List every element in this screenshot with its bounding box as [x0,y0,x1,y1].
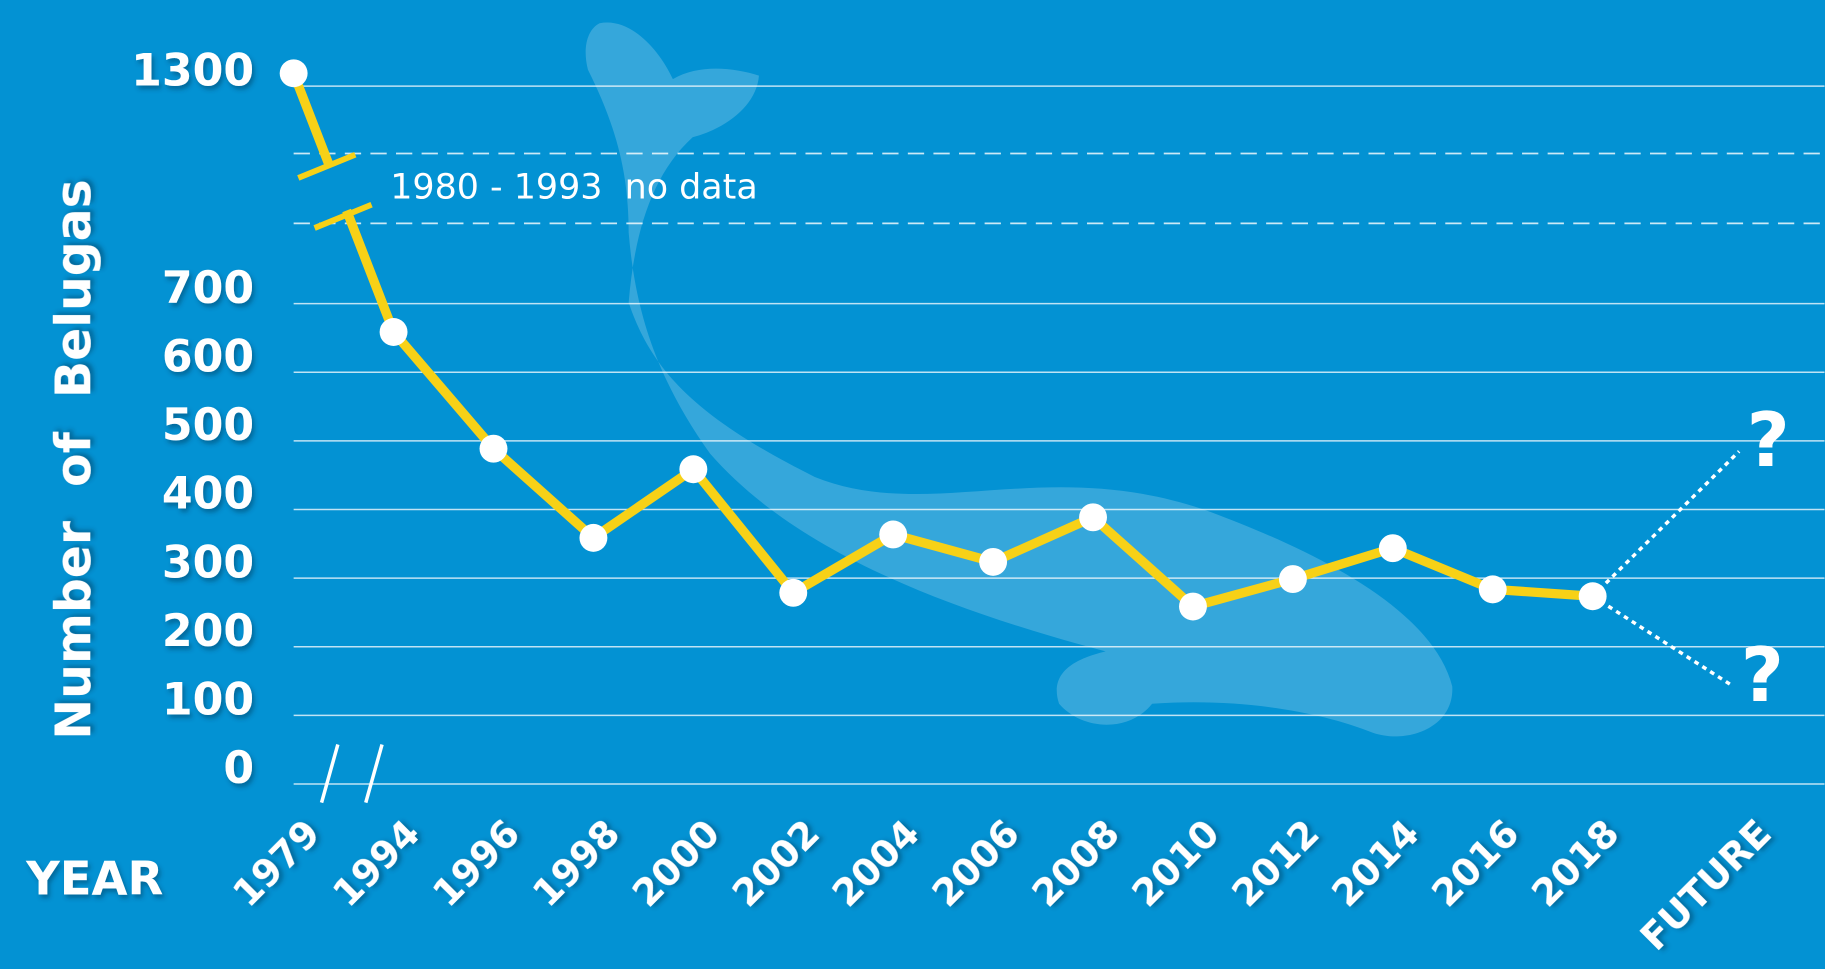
chart: 1980 - 1993 no data Number of Belugas YE… [0,0,1825,969]
y-tick-label: 700 [162,263,254,314]
data-point [1079,503,1107,531]
data-point [280,59,308,87]
y-tick-label: 1300 [131,45,254,96]
y-tick-label: 500 [162,400,254,451]
y-tick-label: 100 [162,675,254,726]
data-point [879,521,907,549]
annotation: 1980 - 1993 no data [390,167,758,207]
data-point [679,455,707,483]
data-point [380,318,408,346]
y-tick-label: 300 [162,537,254,588]
x-axis-title: YEAR [25,851,163,905]
y-tick-label: 200 [162,606,254,657]
page: 1980 - 1993 no data Number of Belugas YE… [0,0,1825,969]
y-tick-label: 0 [223,743,254,794]
y-axis-title: Number of Belugas [45,179,102,739]
data-point [579,524,607,552]
future-label: ? [1747,397,1790,484]
y-tick-label: 400 [162,469,254,520]
data-point [480,435,508,463]
data-point [979,548,1007,576]
future-label: ? [1741,632,1784,719]
data-point [1379,534,1407,562]
data-point [1479,575,1507,603]
data-point [779,579,807,607]
data-point [1279,565,1307,593]
y-tick-label: 600 [162,331,254,382]
background [1,0,1825,969]
data-point [1179,593,1207,621]
